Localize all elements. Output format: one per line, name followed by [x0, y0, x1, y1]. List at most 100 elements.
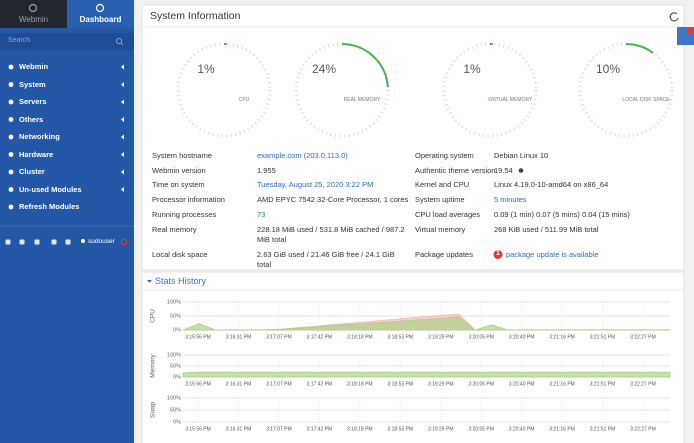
x-tick-label: 3:21:16 PM: [549, 334, 575, 340]
info-link[interactable]: example.com (203.0.113.0): [257, 151, 348, 160]
gauge-value: 24%: [311, 62, 337, 76]
info-label: CPU load averages: [415, 210, 481, 219]
toolbar-icon[interactable]: [19, 239, 25, 245]
info-link[interactable]: package update is available: [506, 250, 599, 259]
menu-label[interactable]: Networking: [19, 132, 60, 141]
panel: [141, 4, 685, 271]
menu-icon: [8, 134, 14, 140]
menu-label[interactable]: Refresh Modules: [19, 202, 80, 211]
badge: [493, 250, 503, 259]
x-tick-label: 3:18:53 PM: [387, 381, 413, 387]
x-tick-label: 3:17:42 PM: [307, 381, 333, 387]
menu-label[interactable]: Un-used Modules: [19, 184, 82, 194]
menu-label[interactable]: Hardware: [19, 149, 54, 159]
info-label: System uptime: [415, 195, 465, 204]
info-label: Running processes: [152, 210, 217, 219]
x-tick-label: 3:17:07 PM: [266, 381, 292, 387]
menu-label[interactable]: Servers: [19, 97, 47, 106]
x-tick-label: 3:18:53 PM: [387, 426, 413, 432]
x-tick-label: 3:16:31 PM: [226, 334, 252, 340]
x-tick-label: 3:19:29 PM: [428, 426, 454, 432]
x-tick-label: 3:21:51 PM: [590, 334, 616, 340]
menu-icon: [8, 204, 14, 210]
info-value: 228.18 MiB used / 531.8 MiB cached / 987…: [257, 225, 405, 244]
refresh-button[interactable]: [669, 12, 679, 22]
info-link[interactable]: 5 minutes: [494, 195, 527, 204]
y-tick-label: 0%: [173, 419, 181, 425]
y-tick-label: 100%: [167, 395, 181, 401]
notification-badge: [686, 27, 694, 35]
x-tick-label: 3:21:51 PM: [590, 381, 616, 387]
tab-label[interactable]: Dashboard: [79, 15, 122, 24]
x-tick-label: 3:16:31 PM: [226, 381, 252, 387]
x-tick-label: 3:19:29 PM: [428, 381, 454, 387]
search-placeholder[interactable]: Search: [8, 37, 31, 44]
x-tick-label: 3:22:27 PM: [630, 426, 656, 432]
x-tick-label: 3:18:18 PM: [347, 381, 373, 387]
toolbar-icon[interactable]: [34, 239, 40, 245]
tab-icon: [95, 3, 105, 13]
axis-title: Swap: [150, 401, 157, 418]
y-tick-label: 50%: [170, 363, 181, 369]
user-name[interactable]: sudouser: [88, 238, 115, 245]
menu-arrow: [121, 187, 124, 192]
tab-icon: [28, 3, 38, 13]
info-label: Virtual memory: [415, 225, 466, 234]
x-tick-label: 3:17:42 PM: [307, 334, 333, 340]
menu-arrow: [121, 117, 124, 122]
x-tick-label: 3:21:51 PM: [590, 426, 616, 432]
y-tick-label: 50%: [170, 313, 181, 319]
x-tick-label: 3:20:40 PM: [509, 426, 535, 432]
x-tick-label: 3:22:27 PM: [630, 381, 656, 387]
info-value: Debian Linux 10: [494, 151, 549, 160]
info-value: 0.09 (1 min) 0.07 (5 mins) 0.04 (15 mins…: [494, 210, 630, 219]
menu-label[interactable]: Others: [19, 114, 44, 124]
toolbar-icon[interactable]: [5, 239, 11, 245]
info-label: Package updates: [415, 250, 473, 259]
logout-icon[interactable]: [120, 238, 128, 246]
y-tick-label: 0%: [173, 374, 181, 380]
toolbar-icon[interactable]: [51, 239, 57, 245]
axis-title: Memory: [150, 354, 157, 378]
x-tick-label: 3:18:18 PM: [347, 426, 373, 432]
menu-icon: [8, 82, 14, 87]
menu-arrow: [121, 169, 124, 175]
x-tick-label: 3:15:56 PM: [185, 426, 211, 432]
x-tick-label: 3:17:07 PM: [266, 426, 292, 432]
panel-title[interactable]: Stats History: [155, 276, 207, 286]
menu-label[interactable]: Webmin: [19, 62, 49, 71]
x-tick-label: 3:22:27 PM: [630, 334, 656, 340]
search-box[interactable]: [0, 33, 134, 50]
info-icon[interactable]: [518, 168, 524, 173]
gauge-value: 1%: [463, 62, 481, 76]
menu-label[interactable]: Cluster: [19, 167, 45, 176]
menu-icon: [8, 187, 14, 192]
gauge-label: VIRTUAL MEMORY: [487, 97, 533, 103]
toolbar-icon[interactable]: [65, 239, 71, 245]
info-label: System hostname: [152, 151, 213, 160]
info-link[interactable]: Tuesday, August 25, 2020 3:22 PM: [257, 180, 374, 189]
info-value: 2.63 GiB used / 21.46 GiB free / 24.1 Gi…: [257, 250, 395, 269]
info-link[interactable]: 73: [257, 210, 266, 219]
y-tick-label: 100%: [167, 299, 181, 305]
info-label: Local disk space: [152, 250, 208, 259]
menu-icon: [8, 64, 14, 70]
info-value: 268 KiB used / 511.99 MiB total: [494, 225, 599, 234]
x-tick-label: 3:20:05 PM: [468, 426, 494, 432]
menu-icon: [8, 152, 14, 157]
gauge-label: REAL MEMORY: [343, 97, 381, 103]
x-tick-label: 3:20:05 PM: [468, 381, 494, 387]
collapse-icon[interactable]: [147, 280, 152, 283]
area: [182, 316, 671, 331]
x-tick-label: 3:16:31 PM: [226, 426, 252, 432]
y-tick-label: 0%: [173, 327, 181, 333]
info-value: Linux 4.19.0-10-amd64 on x86_64: [494, 180, 609, 189]
gauge-label: CPU: [238, 97, 250, 103]
menu-icon: [8, 99, 14, 105]
menu-label[interactable]: System: [19, 79, 46, 89]
x-tick-label: 3:17:42 PM: [307, 426, 333, 432]
menu-arrow: [121, 134, 124, 140]
tab-label[interactable]: Webmin: [18, 15, 49, 24]
